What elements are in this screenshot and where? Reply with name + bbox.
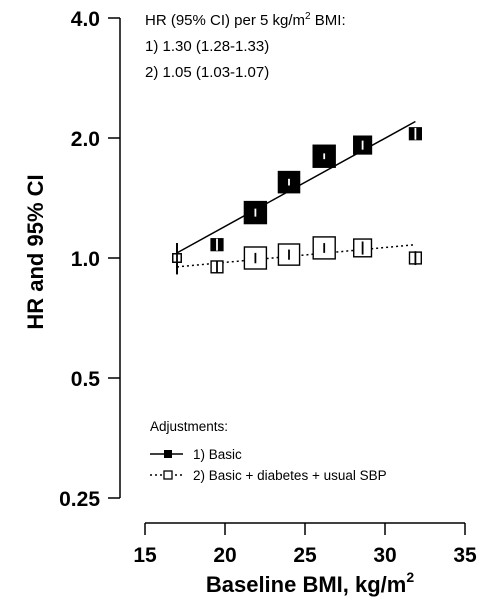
annotation-title: HR (95% CI) per 5 kg/m2 BMI: (145, 11, 346, 29)
y-tick-label: 0.5 (71, 368, 101, 391)
legend: Adjustments: 1) Basic 2) Basic + diabete… (150, 419, 387, 483)
legend-title: Adjustments: (150, 419, 228, 434)
legend-marker-adjusted (163, 470, 173, 480)
series-1 (172, 120, 423, 275)
y-tick-label: 0.25 (59, 488, 100, 511)
annotation-line-1: 1) 1.30 (1.28-1.33) (145, 38, 269, 55)
legend-marker-basic (164, 450, 172, 458)
legend-label-adjusted: 2) Basic + diabetes + usual SBP (193, 468, 387, 483)
x-tick-label: 30 (373, 544, 396, 567)
x-ticks: 15 20 25 30 35 (133, 523, 477, 567)
y-tick-label: 4.0 (71, 8, 100, 31)
y-ticks: 0.25 0.5 1.0 2.0 4.0 (59, 8, 120, 511)
series (172, 120, 423, 275)
series-2 (172, 236, 423, 275)
x-tick-label: 25 (293, 544, 317, 567)
x-axis-title: Baseline BMI, kg/m2 (206, 569, 415, 597)
x-tick-label: 15 (133, 544, 157, 567)
legend-label-basic: 1) Basic (193, 447, 242, 462)
hr-annotation: HR (95% CI) per 5 kg/m2 BMI: 1) 1.30 (1.… (145, 11, 346, 81)
y-tick-label: 2.0 (71, 128, 100, 151)
annotation-line-2: 2) 1.05 (1.03-1.07) (145, 64, 269, 81)
x-tick-label: 20 (213, 544, 236, 567)
y-axis-title: HR and 95% CI (23, 174, 48, 329)
x-tick-label: 35 (453, 544, 477, 567)
y-tick-label: 1.0 (71, 248, 100, 271)
axes: 0.25 0.5 1.0 2.0 4.0 15 20 25 30 35 (59, 8, 477, 567)
